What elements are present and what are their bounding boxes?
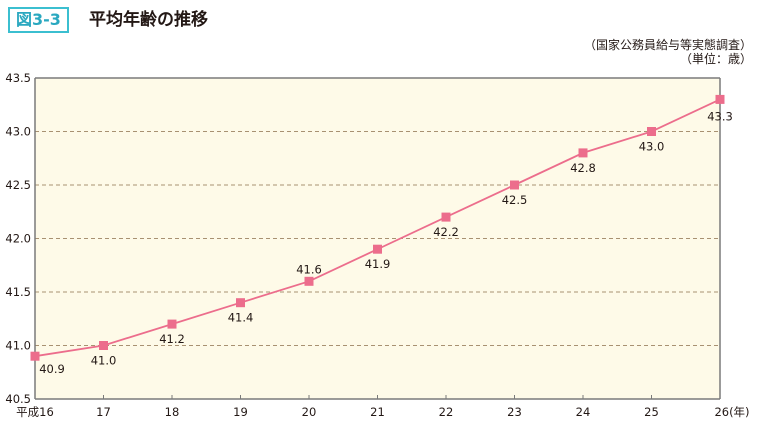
figure-number-badge: 図3-3 [8,7,69,33]
data-point-marker [578,148,588,158]
data-point-marker [373,244,382,254]
data-point-marker [236,298,245,308]
data-point-marker [304,276,314,286]
x-tick-label: 22 [439,405,454,419]
data-point-marker [30,351,40,361]
y-tick-label: 40.5 [5,392,31,406]
data-label: 43.0 [639,140,665,154]
data-point-marker [647,127,656,136]
data-label: 40.9 [39,362,65,376]
data-point-marker [167,319,177,329]
data-point-marker [99,341,108,350]
data-label: 41.4 [228,311,254,325]
data-label: 42.8 [570,161,596,175]
x-tick-label: 18 [165,405,180,419]
y-tick-label: 42.0 [5,232,31,246]
data-point-marker [441,212,451,222]
y-tick-label: 41.5 [5,285,31,299]
data-label: 41.2 [159,332,185,346]
data-point-marker [510,180,519,190]
data-label: 43.3 [707,109,733,123]
source-note: （国家公務員給与等実態調査） （単位：歳） [584,38,752,66]
data-label: 41.6 [296,262,322,276]
x-tick-label: 21 [370,405,385,419]
x-tick-label: 17 [96,405,111,419]
x-tick-label: 20 [302,405,317,419]
data-label: 42.5 [502,193,528,207]
source-survey: （国家公務員給与等実態調査） [583,38,752,52]
data-label: 41.9 [365,257,391,271]
x-tick-label: 23 [507,405,522,419]
y-tick-label: 42.5 [5,178,31,192]
data-label: 41.0 [91,354,117,368]
x-tick-label: 19 [233,405,248,419]
y-tick-label: 43.5 [5,71,31,85]
x-tick-label: 26(年) [714,405,749,419]
x-tick-label: 平成16 [16,405,54,419]
unit-note: （単位：歳） [679,52,752,66]
y-tick-label: 41.0 [5,339,31,353]
y-tick-label: 43.0 [5,125,31,139]
x-tick-label: 25 [644,405,659,419]
x-tick-label: 24 [576,405,591,419]
data-point-marker [715,94,725,104]
chart-title: 平均年齢の推移 [89,10,208,30]
data-label: 42.2 [433,225,459,239]
